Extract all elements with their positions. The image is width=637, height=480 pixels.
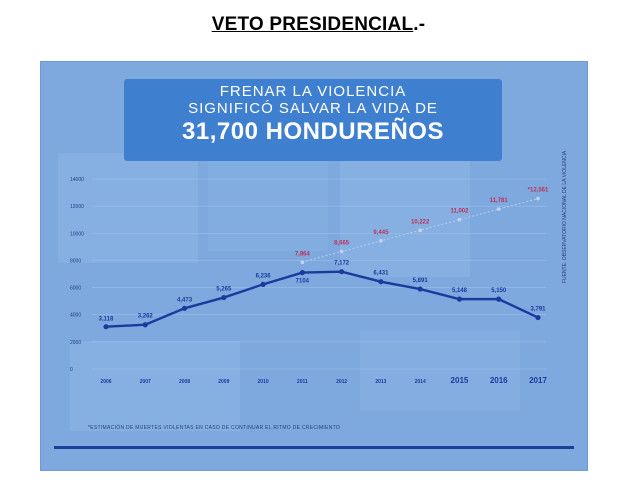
projection-point	[496, 207, 501, 211]
actual-data-label: 5,265	[216, 287, 232, 293]
projection-data-label: 10,222	[411, 219, 430, 225]
y-tick-label: 2000	[70, 340, 81, 346]
actual-point	[339, 269, 345, 275]
x-tick-label: 2014	[415, 379, 426, 385]
projection-data-label: 7,864	[295, 251, 311, 257]
actual-data-label: 7104	[296, 279, 310, 285]
x-tick-label: 2012	[336, 379, 347, 385]
projection-point	[379, 239, 383, 243]
actual-point	[181, 305, 188, 311]
y-tick-label: 10000	[70, 231, 84, 237]
x-tick-label: 2010	[258, 379, 269, 385]
projection-point	[418, 228, 422, 233]
actual-point	[221, 294, 227, 301]
x-tick-label: 2016	[490, 376, 508, 385]
banner-line-1: FRENAR LA VIOLENCIA	[219, 83, 407, 100]
actual-point	[103, 324, 109, 330]
actual-data-label: 5,150	[491, 288, 507, 294]
actual-data-label: 4,473	[177, 297, 193, 303]
actual-series-line	[105, 270, 539, 328]
projection-data-label: 11,002	[450, 209, 469, 215]
y-tick-label: 0	[70, 367, 73, 373]
bottom-rule	[54, 446, 574, 449]
y-tick-label: 4000	[70, 313, 81, 319]
actual-data-label: 5,891	[413, 278, 429, 284]
homicide-line-chart: 0 2000 4000 6000 8000 10000 12000 14000 2006 2007…	[70, 177, 549, 385]
projection-data-label: 11,781	[490, 198, 509, 204]
y-tick-label: 8000	[70, 258, 81, 264]
actual-data-label: 7,172	[334, 261, 350, 267]
x-tick-label: 2009	[218, 379, 229, 385]
actual-point	[496, 296, 502, 302]
actual-point	[456, 296, 463, 302]
actual-point	[260, 281, 266, 287]
projection-data-label: 8,665	[334, 240, 350, 246]
actual-data-label: 3,791	[530, 307, 546, 313]
document-title-main: VETO PRESIDENCIAL	[211, 14, 414, 35]
chart-source: FUENTE: OBSERVATORIO NACIONAL DE LA VIOL…	[562, 150, 568, 283]
actual-point	[299, 269, 305, 276]
actual-point	[535, 314, 541, 321]
document-title: VETO PRESIDENCIAL.-	[0, 14, 637, 36]
infographic-image: FRENAR LA VIOLENCIA SIGNIFICÓ SALVAR LA …	[40, 61, 588, 471]
banner-line-2: SIGNIFICÓ SALVAR LA VIDA DE	[188, 100, 438, 117]
x-tick-label: 2017	[529, 376, 547, 385]
actual-data-label: 5,148	[452, 288, 468, 294]
projection-point	[339, 249, 344, 254]
actual-data-label: 6,431	[373, 271, 389, 277]
document-title-suffix: .-	[413, 14, 426, 35]
chart-footnote: *ESTIMACIÓN DE MUERTES VIOLENTAS EN CASO…	[88, 425, 341, 431]
projection-data-label: 9,445	[373, 230, 389, 236]
actual-data-label: 6,236	[256, 273, 272, 279]
actual-point	[378, 279, 384, 285]
actual-data-label: 3,118	[99, 317, 114, 323]
projection-data-label: *12,561	[528, 188, 549, 194]
banner-highlight: 31,700 HONDUREÑOS	[182, 118, 444, 145]
y-tick-label: 14000	[70, 177, 84, 183]
projection-point	[300, 260, 305, 265]
x-tick-label: 2008	[179, 379, 190, 385]
x-tick-label: 2015	[451, 376, 469, 385]
projection-point	[457, 217, 462, 222]
actual-point	[142, 322, 148, 328]
y-tick-label: 12000	[70, 204, 84, 210]
x-tick-label: 2013	[375, 379, 386, 385]
y-tick-label: 6000	[70, 286, 81, 292]
headline-banner: FRENAR LA VIOLENCIA SIGNIFICÓ SALVAR LA …	[124, 79, 502, 161]
actual-data-label: 3,262	[138, 314, 154, 320]
projection-point	[536, 196, 540, 201]
x-tick-label: 2011	[297, 379, 308, 385]
x-tick-label: 2006	[100, 379, 111, 385]
actual-point	[417, 286, 423, 292]
x-tick-label: 2007	[140, 379, 151, 385]
